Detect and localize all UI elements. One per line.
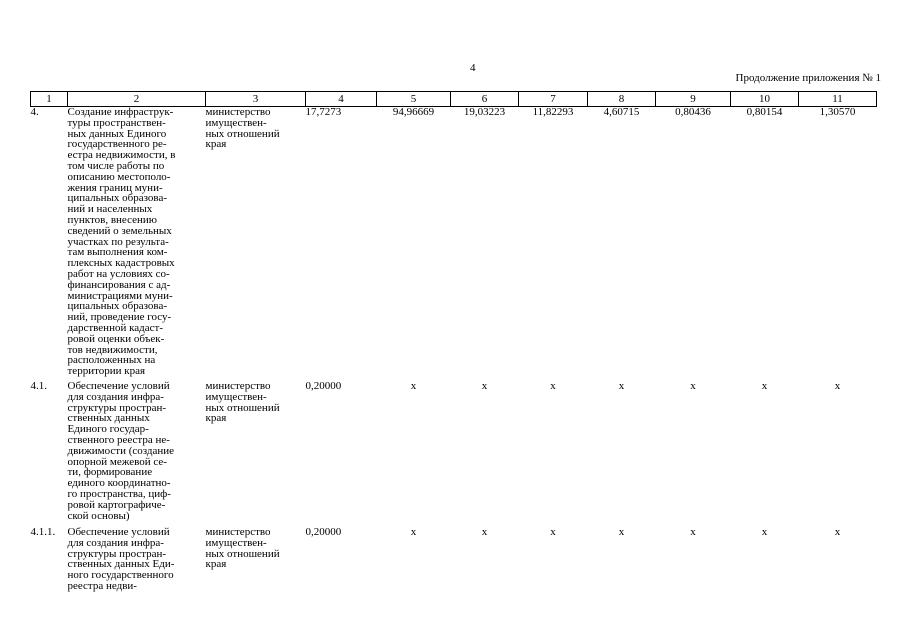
value-cell: 19,03223	[463, 106, 506, 118]
column-header: 3	[205, 91, 306, 107]
column-header: 8	[587, 91, 656, 107]
value-cell: 0,20000	[305, 526, 342, 538]
responsible-executor: министерство имуществен-ных отношений края	[205, 380, 280, 425]
value-cell: х	[690, 380, 696, 392]
value-cell: 0,80436	[675, 106, 711, 118]
continuation-label: Продолжение приложения № 1	[735, 72, 881, 84]
responsible-executor: министерство имуществен-ных отношений края	[205, 526, 280, 571]
value-cell: 1,30570	[819, 106, 856, 118]
column-header: 1	[30, 91, 68, 107]
value-cell: 4,60715	[603, 106, 640, 118]
responsible-executor: министерство имуществен-ных отношений края	[205, 106, 280, 151]
value-cell: х	[410, 380, 417, 392]
value-cell: х	[618, 526, 625, 538]
value-cell: 11,82293	[532, 106, 574, 118]
value-cell: х	[690, 526, 696, 538]
column-header: 2	[67, 91, 206, 107]
value-cell: х	[550, 380, 556, 392]
table-row: 4. Создание инфраструк-туры пространствен…	[31, 107, 877, 382]
value-cell: 94,96669	[392, 106, 435, 118]
activity-name: Обеспечение условий для создания инфра-ст…	[67, 380, 175, 522]
row-number: 4.1.	[30, 380, 48, 392]
value-cell: х	[481, 526, 488, 538]
column-header: 4	[305, 91, 377, 107]
page-number: 4	[470, 62, 476, 74]
table-row: 4.1.1. Обеспечение условий для создания ин…	[31, 527, 877, 597]
value-cell: х	[834, 380, 841, 392]
value-cell: х	[550, 526, 556, 538]
column-header: 9	[655, 91, 731, 107]
value-cell: 0,20000	[305, 380, 342, 392]
value-cell: х	[618, 380, 625, 392]
header-row: 1 2 3 4 5 6 7 8 9 10 11	[30, 91, 877, 107]
value-cell: х	[481, 380, 488, 392]
column-header: 11	[798, 91, 877, 107]
activity-name: Создание инфраструк-туры пространствен-н…	[67, 106, 176, 378]
column-header: 6	[450, 91, 519, 107]
activity-name: Обеспечение условий для создания инфра-ст…	[67, 526, 175, 592]
column-header: 10	[730, 91, 799, 107]
column-header: 5	[376, 91, 451, 107]
value-cell: 17,7273	[305, 106, 342, 118]
value-cell: х	[410, 526, 417, 538]
value-cell: х	[834, 526, 841, 538]
row-number: 4.	[30, 106, 39, 118]
value-cell: 0,80154	[746, 106, 783, 118]
value-cell: х	[761, 380, 768, 392]
table-row: 4.1. Обеспечение условий для создания инфр…	[31, 381, 877, 527]
appendix-table: 1 2 3 4 5 6 7 8 9 10 11 4. Создание инфра…	[30, 91, 877, 597]
value-cell: х	[761, 526, 768, 538]
column-header: 7	[518, 91, 588, 107]
row-number: 4.1.1.	[30, 526, 56, 538]
